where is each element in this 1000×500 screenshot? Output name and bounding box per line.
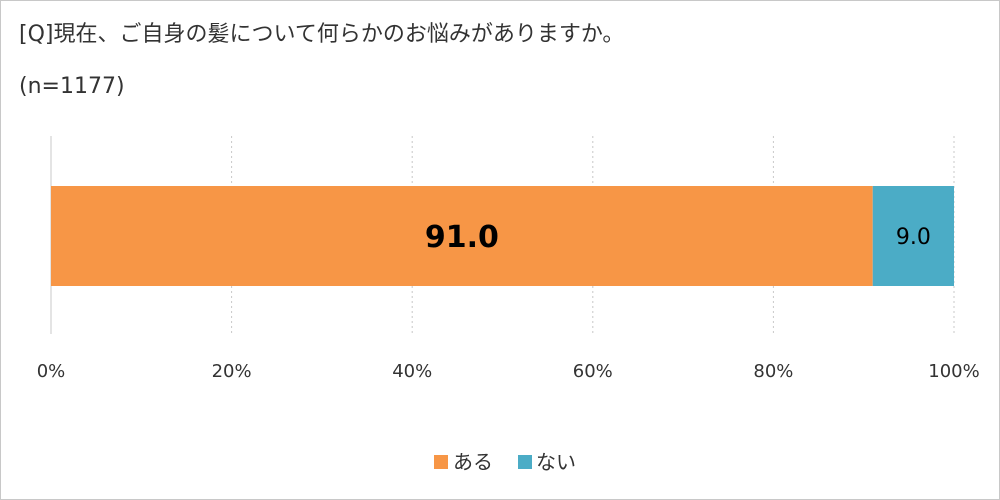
chart-title: [Q]現在、ご自身の髪について何らかのお悩みがありますか。	[19, 22, 625, 47]
chart-subtitle: (n=1177)	[19, 74, 125, 99]
bar-segment	[872, 186, 954, 286]
data-label: 9.0	[896, 225, 931, 250]
legend-swatch	[518, 455, 532, 469]
x-tick-label: 20%	[212, 361, 252, 382]
legend-swatch	[434, 455, 448, 469]
x-tick-label: 100%	[928, 361, 979, 382]
bar-segment	[51, 186, 873, 286]
x-tick-label: 40%	[392, 361, 432, 382]
data-label: 91.0	[425, 220, 499, 255]
legend-label: ある	[453, 450, 493, 474]
legend-label: ない	[536, 450, 576, 474]
x-tick-label: 60%	[573, 361, 613, 382]
x-tick-label: 80%	[753, 361, 793, 382]
x-tick-label: 0%	[37, 361, 66, 382]
